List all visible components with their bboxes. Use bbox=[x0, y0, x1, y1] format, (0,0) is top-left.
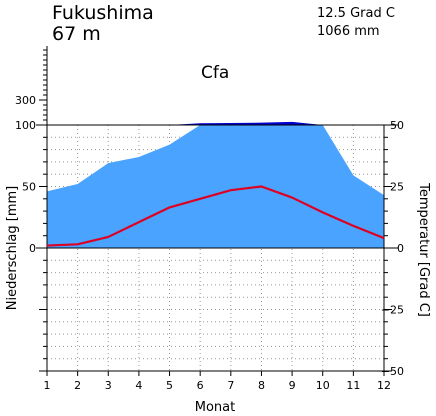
month-tick-label: 6 bbox=[197, 379, 204, 392]
axes bbox=[36, 46, 398, 376]
precip-tick-label: 100 bbox=[15, 119, 36, 132]
y-axis-label-left: Niederschlag [mm] bbox=[5, 186, 20, 311]
station-name: Fukushima bbox=[52, 2, 154, 24]
temp-tick-label: 50 bbox=[390, 119, 404, 132]
annual-precipitation: 1066 mm bbox=[317, 24, 380, 39]
temp-tick-label: 25 bbox=[390, 181, 404, 194]
temperature-series bbox=[46, 185, 385, 247]
precipitation-area bbox=[47, 125, 384, 248]
temp-tick-label: −25 bbox=[381, 304, 404, 317]
month-tick-label: 8 bbox=[258, 379, 265, 392]
climate-class: Cfa bbox=[201, 63, 229, 83]
station-elevation: 67 m bbox=[52, 23, 101, 45]
month-tick-label: 4 bbox=[135, 379, 142, 392]
precip-tick-label: 50 bbox=[22, 181, 36, 194]
month-tick-label: 9 bbox=[289, 379, 296, 392]
precip-tick-label: 300 bbox=[15, 94, 36, 107]
month-tick-label: 10 bbox=[316, 379, 330, 392]
month-tick-label: 7 bbox=[227, 379, 234, 392]
y-axis-label-right: Temperatur [Grad C] bbox=[416, 182, 431, 317]
month-tick-label: 11 bbox=[346, 379, 360, 392]
month-tick-label: 5 bbox=[166, 379, 173, 392]
temperature-line bbox=[46, 185, 385, 247]
month-tick-label: 3 bbox=[105, 379, 112, 392]
precipitation-areas bbox=[47, 121, 384, 248]
temp-tick-label: 0 bbox=[397, 242, 404, 255]
temp-tick-label: −50 bbox=[381, 365, 404, 378]
x-axis-label: Monat bbox=[195, 400, 235, 415]
month-tick-label: 1 bbox=[44, 379, 51, 392]
precipitation-excess-area bbox=[47, 121, 384, 125]
month-tick-label: 12 bbox=[377, 379, 391, 392]
mean-temperature: 12.5 Grad C bbox=[317, 6, 395, 21]
precip-tick-label: 0 bbox=[29, 242, 36, 255]
month-tick-label: 2 bbox=[74, 379, 81, 392]
